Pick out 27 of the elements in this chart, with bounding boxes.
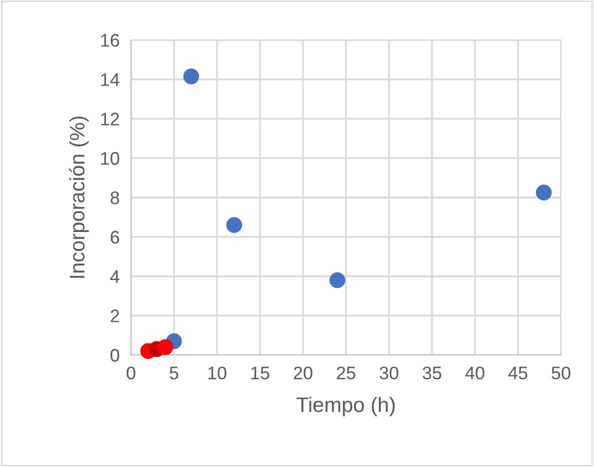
y-tick-label: 8	[110, 191, 120, 204]
y-tick-label: 2	[110, 310, 119, 322]
y-tick-label: 16	[101, 34, 120, 47]
point	[329, 272, 346, 288]
x-tick-label: 25	[336, 366, 356, 380]
x-tick-label: 30	[380, 366, 398, 380]
y-axis-title: Incorporación (%)	[69, 116, 89, 278]
x-tick-label: 35	[422, 366, 442, 380]
x-tick-label: 40	[465, 366, 484, 380]
y-tick-label: 0	[110, 348, 120, 362]
point	[183, 68, 200, 84]
y-tick-label: 6	[110, 230, 120, 244]
y-tick-label: 14	[101, 73, 120, 86]
x-tick-label: 50	[552, 366, 570, 380]
point	[226, 217, 242, 233]
x-axis-title: Tiempo (h)	[296, 396, 395, 416]
x-tick-label: 15	[251, 366, 270, 380]
y-tick-label: 12	[101, 112, 119, 126]
y-tick-label: 10	[101, 152, 120, 165]
x-tick-label: 45	[508, 366, 528, 380]
point	[157, 339, 174, 356]
x-tick-label: 10	[208, 366, 226, 380]
x-tick-label: 20	[294, 366, 312, 380]
x-tick-label: 0	[126, 366, 136, 380]
x-tick-label: 5	[170, 366, 178, 380]
point	[536, 184, 552, 200]
y-tick-label: 4	[110, 270, 120, 283]
